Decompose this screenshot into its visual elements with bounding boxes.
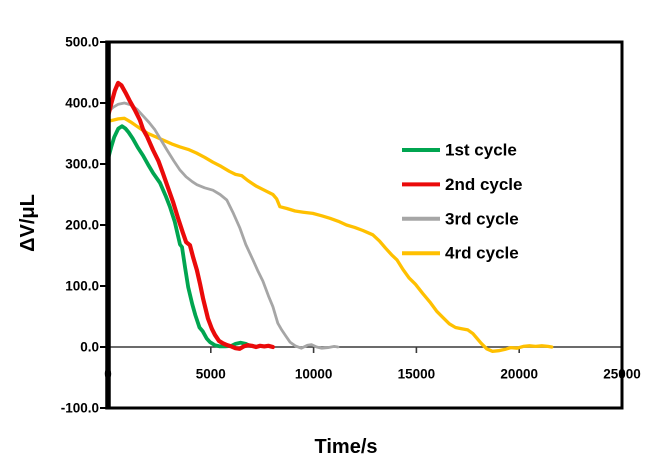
y-tick-label: 400.0 (65, 96, 99, 111)
series-line-1 (106, 124, 257, 349)
x-tick-label: 10000 (295, 367, 333, 382)
x-tick-label: 5000 (196, 367, 226, 382)
series-line-3 (106, 101, 340, 350)
y-tick-label: 100.0 (65, 279, 99, 294)
x-tick-label: 20000 (500, 367, 538, 382)
legend-label-1: 1st cycle (445, 141, 517, 160)
y-axis-tick-labels: 500.0 400.0 300.0 200.0 100.0 0.0 -100.0 (61, 35, 99, 416)
y-tick-label: 300.0 (65, 157, 99, 172)
y-axis-tick-marks (100, 41, 108, 409)
series-lines (105, 80, 554, 353)
series-line-4 (106, 116, 554, 353)
plot-frame (106, 40, 624, 410)
x-tick-label: 15000 (398, 367, 436, 382)
series-line-2 (105, 80, 275, 351)
y-tick-label: -100.0 (61, 401, 99, 416)
x-axis-title: Time/s (315, 436, 378, 458)
legend-entry: 2nd cycle (402, 175, 523, 194)
legend-entry: 1st cycle (402, 141, 517, 160)
legend-label-3: 3rd cycle (445, 209, 519, 228)
legend-label-4: 4rd cycle (445, 244, 519, 263)
legend-entry: 4rd cycle (402, 244, 519, 263)
legend-label-2: 2nd cycle (445, 175, 523, 194)
y-axis-title: ΔV/μL (17, 194, 39, 252)
legend: 1st cycle 2nd cycle 3rd cycle 4rd cycle (402, 141, 523, 263)
y-tick-label: 200.0 (65, 218, 99, 233)
y-tick-label: 500.0 (65, 35, 99, 50)
y-tick-label: 0.0 (80, 340, 99, 355)
legend-entry: 3rd cycle (402, 209, 519, 228)
